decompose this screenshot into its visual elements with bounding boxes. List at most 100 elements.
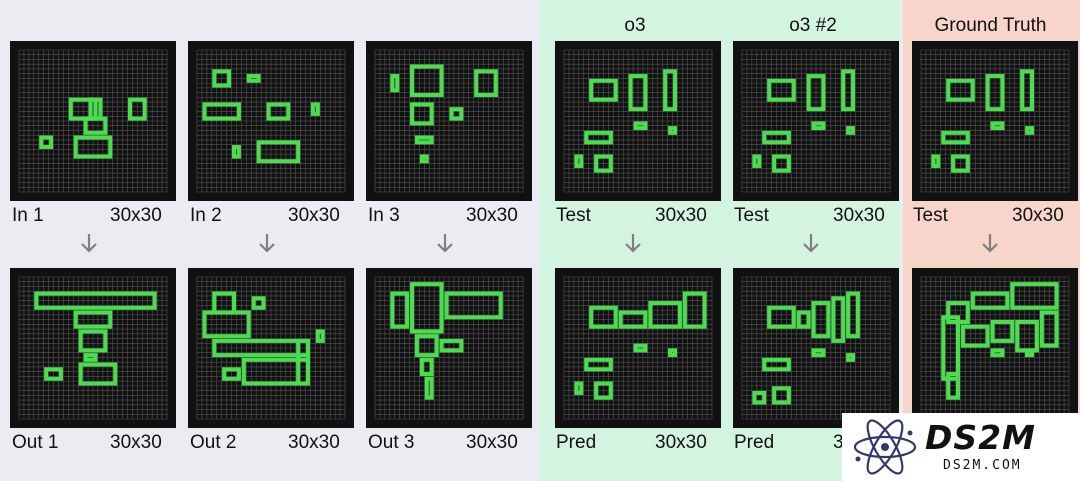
green-shape — [68, 97, 98, 121]
green-shape — [1015, 319, 1039, 353]
test-grid-o3-2 — [733, 41, 899, 201]
o3-2-column-header: o3 #2 — [789, 15, 837, 36]
output-grid-2 — [188, 268, 354, 428]
green-shape — [806, 74, 826, 112]
green-shape — [941, 315, 961, 381]
green-shape — [449, 107, 464, 121]
down-arrow-icon — [982, 234, 998, 253]
green-shape — [990, 319, 1015, 343]
green-shape — [841, 69, 855, 112]
test-o3-2-label: Test — [734, 205, 769, 226]
input-1-label: In 1 — [12, 205, 44, 226]
green-shape — [594, 381, 613, 400]
green-shape — [682, 291, 707, 329]
green-shape — [44, 367, 63, 381]
green-shape — [594, 154, 613, 173]
logo-url: DS2M.COM — [943, 458, 1022, 473]
green-shape — [931, 154, 941, 168]
green-shape — [990, 121, 1005, 131]
green-shape — [985, 74, 1005, 112]
test-grid-o3 — [555, 41, 721, 201]
green-shape — [222, 367, 241, 381]
green-shape — [762, 130, 791, 145]
green-shape — [83, 353, 98, 362]
input-1-size: 30x30 — [110, 205, 162, 226]
green-shape — [83, 116, 108, 135]
input-2-label: In 2 — [190, 205, 222, 226]
green-shape — [960, 324, 990, 348]
green-shape — [846, 353, 855, 362]
green-shape — [941, 130, 970, 145]
green-shape — [970, 291, 1010, 310]
output-3-label: Out 3 — [368, 432, 415, 453]
green-shape — [1020, 69, 1034, 112]
o3-column-header: o3 — [624, 15, 646, 36]
green-shape — [633, 121, 648, 131]
green-shape — [266, 102, 291, 121]
green-shape — [1025, 348, 1034, 358]
green-shape — [1010, 282, 1059, 310]
green-shape — [212, 291, 236, 315]
green-shape — [78, 329, 108, 353]
green-shape — [772, 386, 791, 405]
green-shape — [811, 121, 826, 131]
input-2-size: 30x30 — [288, 205, 340, 226]
green-shape — [419, 357, 434, 377]
down-arrow-icon — [81, 234, 97, 253]
green-shape — [946, 372, 961, 400]
green-shape — [574, 381, 584, 395]
green-shape — [241, 357, 310, 386]
green-shape — [34, 291, 157, 310]
green-shape — [390, 74, 400, 93]
down-arrow-icon — [437, 234, 453, 253]
down-arrow-icon — [625, 234, 641, 253]
green-shape — [584, 130, 613, 145]
green-shape — [633, 343, 648, 353]
green-shape — [811, 348, 826, 358]
green-shape — [951, 154, 970, 173]
input-3-size: 30x30 — [466, 205, 518, 226]
green-shape — [73, 310, 113, 329]
green-shape — [410, 282, 444, 334]
output-2-label: Out 2 — [190, 432, 237, 453]
output-grid-3 — [366, 268, 532, 428]
output-1-label: Out 1 — [12, 432, 59, 453]
green-shape — [202, 310, 251, 339]
atom-icon — [853, 419, 917, 475]
green-shape — [574, 154, 584, 168]
green-shape — [772, 154, 791, 173]
pred-grid-o3-2 — [733, 268, 899, 428]
green-shape — [1025, 126, 1034, 135]
output-3-size: 30x30 — [466, 432, 518, 453]
input-grid-1 — [10, 41, 176, 201]
green-shape — [310, 102, 320, 116]
test-ground-truth-size: 30x30 — [1012, 205, 1064, 226]
green-shape — [752, 390, 767, 405]
logo-name: DS2M — [925, 418, 1036, 457]
green-shape — [232, 145, 241, 159]
green-shape — [618, 310, 648, 329]
green-shape — [831, 296, 846, 343]
green-shape — [246, 74, 261, 83]
green-shape — [648, 301, 682, 329]
green-shape — [444, 291, 503, 320]
test-o3-label: Test — [556, 205, 591, 226]
green-shape — [128, 97, 147, 121]
green-shape — [811, 301, 831, 339]
green-shape — [589, 305, 618, 329]
output-grid-1 — [10, 268, 176, 428]
green-shape — [390, 291, 410, 329]
test-grid-ground-truth — [912, 41, 1078, 201]
pred-o3-size: 30x30 — [655, 432, 707, 453]
green-shape — [663, 69, 677, 112]
output-1-size: 30x30 — [110, 432, 162, 453]
green-shape — [668, 348, 677, 358]
green-shape — [212, 69, 232, 88]
green-shape — [767, 78, 796, 102]
pred-o3-label: Pred — [556, 432, 597, 453]
green-shape — [584, 357, 613, 372]
green-shape — [73, 135, 113, 159]
green-shape — [474, 69, 498, 97]
green-shape — [628, 74, 648, 112]
input-grid-3 — [366, 41, 532, 201]
